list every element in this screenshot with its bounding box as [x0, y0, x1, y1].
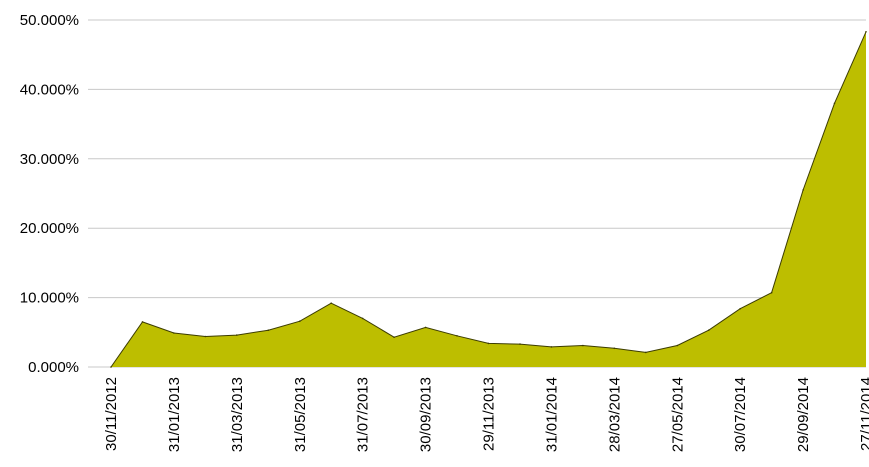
y-tick-label: 0.000% — [28, 359, 79, 376]
y-tick-label: 40.000% — [20, 81, 79, 98]
y-tick-label: 20.000% — [20, 220, 79, 237]
data-point — [141, 321, 144, 323]
area-fill — [111, 31, 866, 368]
y-tick-label: 30.000% — [20, 151, 79, 168]
data-point — [267, 329, 270, 332]
x-tick-label: 28/03/2014 — [606, 377, 623, 452]
area-series — [110, 31, 867, 368]
x-tick-label: 29/11/2013 — [481, 377, 498, 451]
x-tick-label: 29/09/2014 — [795, 377, 812, 452]
data-point — [361, 317, 364, 320]
x-tick-label: 30/09/2013 — [418, 377, 435, 452]
data-point — [173, 332, 175, 334]
x-tick-label: 30/11/2012 — [103, 377, 120, 451]
data-point — [707, 329, 710, 332]
data-point — [487, 342, 490, 345]
x-tick-label: 31/01/2014 — [543, 377, 560, 452]
x-tick-label: 31/07/2013 — [355, 377, 372, 452]
data-point — [519, 343, 521, 345]
data-point — [865, 31, 867, 33]
data-point — [645, 351, 647, 354]
x-tick-label: 31/05/2013 — [292, 377, 309, 452]
data-point — [456, 335, 458, 337]
data-point — [613, 347, 616, 350]
data-point — [110, 366, 112, 368]
data-point — [204, 335, 207, 338]
data-point — [676, 344, 679, 347]
y-axis-tick-labels: 0.000% 10.000% 20.000% 30.000% 40.000% 50.000… — [20, 12, 79, 376]
data-point — [802, 189, 804, 191]
data-point — [550, 346, 553, 348]
x-tick-label: 27/05/2014 — [669, 377, 686, 452]
x-tick-label: 27/11/2014 — [858, 377, 869, 451]
x-tick-label: 31/03/2013 — [229, 377, 246, 452]
data-point — [770, 291, 773, 294]
data-point — [236, 334, 238, 336]
x-tick-label: 31/01/2013 — [166, 377, 183, 452]
data-point — [739, 307, 741, 310]
data-point — [393, 336, 395, 339]
data-point — [330, 302, 333, 305]
data-point — [299, 320, 301, 323]
data-point — [833, 102, 836, 105]
x-axis-tick-labels: 30/11/2012 31/01/2013 31/03/2013 31/05/2013… — [103, 377, 869, 452]
x-tick-label: 30/07/2014 — [732, 377, 749, 452]
y-tick-label: 10.000% — [20, 290, 79, 307]
y-tick-label: 50.000% — [20, 12, 79, 29]
data-point — [424, 326, 427, 329]
data-point — [582, 344, 584, 347]
